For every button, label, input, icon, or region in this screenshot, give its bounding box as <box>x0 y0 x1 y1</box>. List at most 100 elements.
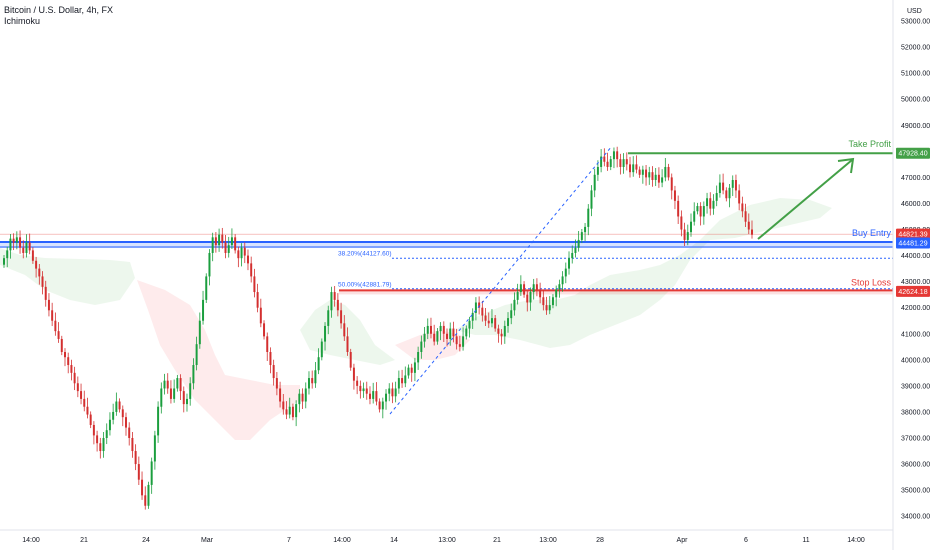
candle-body <box>221 234 224 243</box>
candle-body <box>747 221 750 230</box>
candle-body <box>426 325 429 334</box>
time-axis[interactable]: 14:00 21 24 Mar 7 14:00 14 13:00 21 13:00 28 Apr 6 11… <box>0 529 893 544</box>
candle <box>80 383 83 405</box>
candle <box>401 369 404 388</box>
candle-body <box>327 310 330 326</box>
candle-body <box>593 174 596 191</box>
candle <box>429 317 432 339</box>
candle <box>359 380 362 399</box>
candle-body <box>401 378 404 384</box>
candle-body <box>166 380 169 389</box>
candle-body <box>378 401 381 410</box>
candle <box>121 405 124 427</box>
candle <box>92 421 95 445</box>
x-tick-label: 13:00 <box>438 537 456 544</box>
candle <box>436 328 439 345</box>
candle <box>574 239 577 258</box>
candle <box>478 296 481 315</box>
candle-body <box>35 260 38 269</box>
candle <box>253 268 256 298</box>
candle-body <box>282 401 285 410</box>
candle <box>722 173 725 195</box>
candle-body <box>99 443 102 452</box>
candle-body <box>677 200 680 217</box>
candle-body <box>619 159 622 167</box>
candle-body <box>324 325 327 342</box>
candle-body <box>330 292 333 311</box>
candle-body <box>362 388 365 392</box>
candle <box>89 411 92 429</box>
candle-body <box>137 464 140 480</box>
candle <box>86 397 89 419</box>
candle-body <box>285 409 288 415</box>
candle <box>279 381 282 408</box>
candle <box>301 388 304 410</box>
candle <box>645 164 648 186</box>
candle <box>269 347 272 374</box>
candle <box>362 382 365 398</box>
candle-body <box>407 367 410 376</box>
candle <box>179 374 182 401</box>
candle <box>629 156 632 178</box>
candle-body <box>420 341 423 352</box>
candle-body <box>600 156 603 167</box>
candle-body <box>208 252 211 277</box>
candle <box>606 152 609 171</box>
y-tick-label: 50000.00 <box>901 97 930 104</box>
candle-body <box>439 325 442 332</box>
x-tick-label: 21 <box>80 537 88 544</box>
candle-body <box>516 292 519 300</box>
candle-body <box>269 352 272 366</box>
candle-body <box>734 180 737 191</box>
candle-body <box>343 323 346 337</box>
candle <box>259 298 262 328</box>
y-tick-label: 41000.00 <box>901 331 930 338</box>
target-arrow-line <box>757 159 853 240</box>
candle-body <box>526 294 529 303</box>
candle <box>641 165 644 184</box>
candle <box>731 175 734 197</box>
candle <box>388 383 391 402</box>
candle <box>9 234 12 259</box>
candle <box>609 156 612 171</box>
candle <box>513 292 516 316</box>
candle <box>28 233 31 255</box>
price-axis[interactable]: USD 34000.00 35000.00 36000.00 37000.00 38000… <box>892 0 930 550</box>
candle <box>6 246 9 268</box>
candle-body <box>474 302 477 313</box>
candle <box>510 303 513 325</box>
candle <box>153 430 156 470</box>
candle <box>738 184 741 211</box>
candle-body <box>259 307 262 324</box>
candle-body <box>606 161 609 167</box>
candle-body <box>455 336 458 345</box>
candle-body <box>89 414 92 425</box>
candle <box>227 236 230 258</box>
candle <box>173 379 176 403</box>
candle <box>417 346 420 370</box>
candle <box>205 273 208 304</box>
candle <box>160 382 163 414</box>
candle <box>137 456 140 486</box>
candle-body <box>102 438 105 452</box>
candle <box>423 326 426 348</box>
candle <box>433 324 436 346</box>
candle-body <box>728 187 731 199</box>
y-tick-label: 36000.00 <box>901 462 930 469</box>
candle <box>580 228 583 244</box>
candle <box>619 153 622 175</box>
candle <box>298 389 301 413</box>
price-tag-bg <box>896 237 930 249</box>
candle-body <box>635 164 638 170</box>
candle <box>420 335 423 359</box>
candle-body <box>211 237 214 253</box>
x-tick-label: 28 <box>596 537 604 544</box>
candle-body <box>686 232 689 240</box>
target-arrow-head <box>837 157 855 174</box>
candle <box>654 168 657 187</box>
candle-body <box>243 247 246 256</box>
candle <box>221 227 224 249</box>
y-tick-label: 38000.00 <box>901 409 930 416</box>
candle <box>285 401 288 420</box>
